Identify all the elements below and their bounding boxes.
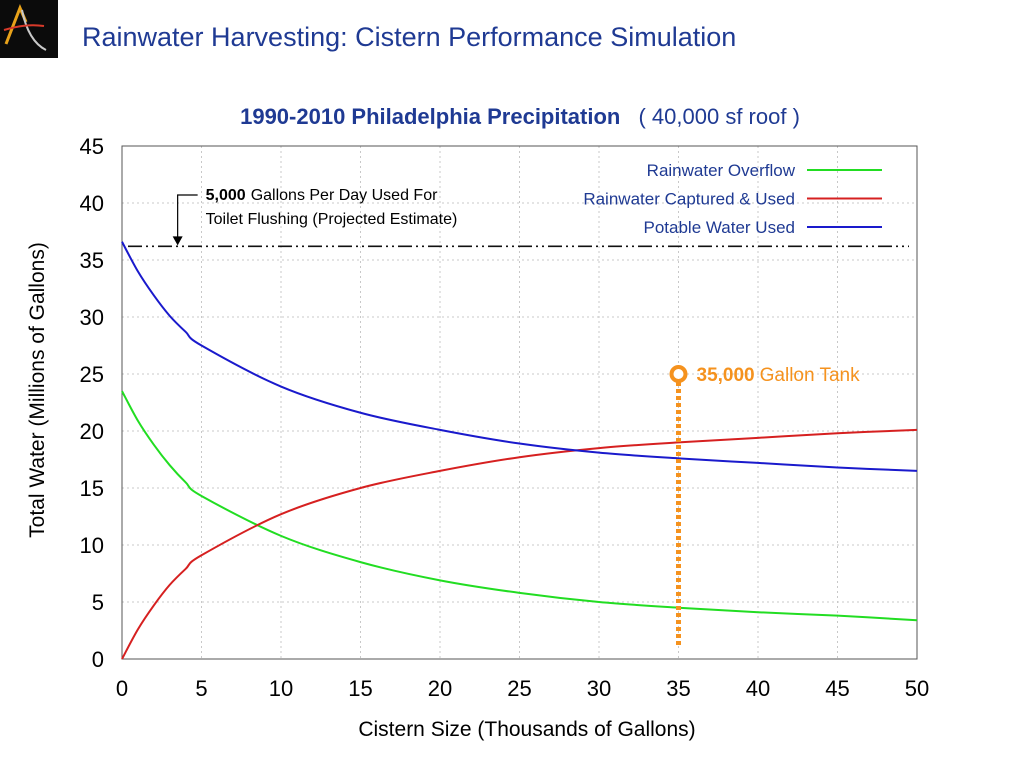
- y-tick-label: 15: [80, 476, 104, 501]
- x-tick-label: 45: [825, 676, 849, 701]
- x-tick-label: 50: [905, 676, 929, 701]
- x-tick-label: 15: [348, 676, 372, 701]
- reference-line-group: 5,000 Gallons Per Day Used For Toilet Flus…: [128, 187, 909, 248]
- tank-marker-circle: [669, 365, 688, 383]
- x-tick-label: 0: [116, 676, 128, 701]
- usage-annotation-line2: Toilet Flushing (Projected Estimate): [206, 211, 458, 228]
- y-tick-label: 35: [80, 248, 104, 273]
- series-line-potable: [121, 241, 918, 472]
- y-tick-label: 20: [80, 419, 104, 444]
- y-tick-label: 30: [80, 305, 104, 330]
- tank-marker-bold: 35,000: [697, 365, 755, 386]
- chart-title: 1990-2010 Philadelphia Precipitation ( 4…: [240, 104, 800, 129]
- y-tick-label: 45: [80, 134, 104, 159]
- x-tick-label: 20: [428, 676, 452, 701]
- x-axis-label: Cistern Size (Thousands of Gallons): [358, 718, 695, 741]
- chart-title-rest: ( 40,000 sf roof ): [638, 104, 799, 129]
- tick-labels: 0 5 10 15 20 25 30 35 40 45 50 0 5 10 15 20 25 30 35 40 45: [80, 134, 930, 701]
- logo-stroke-grey: [21, 9, 47, 51]
- y-tick-label: 5: [92, 590, 104, 615]
- grid: [121, 145, 918, 660]
- annotation-arrow-line: [177, 194, 198, 245]
- chart-title-bold: 1990-2010 Philadelphia Precipitation: [240, 104, 620, 129]
- x-tick-label: 30: [587, 676, 611, 701]
- y-tick-label: 25: [80, 362, 104, 387]
- tank-marker-text: Gallon Tank: [760, 365, 860, 386]
- usage-annotation-text1: Gallons Per Day Used For: [251, 187, 438, 204]
- legend-label-potable: Potable Water Used: [644, 218, 796, 237]
- slide-title: Rainwater Harvesting: Cistern Performanc…: [82, 22, 737, 52]
- x-tick-label: 10: [269, 676, 293, 701]
- logo-stroke-red: [3, 24, 45, 31]
- y-axis-label: Total Water (Millions of Gallons): [26, 242, 49, 538]
- x-tick-label: 40: [746, 676, 770, 701]
- series-line-overflow: [121, 390, 918, 622]
- y-tick-label: 40: [80, 191, 104, 216]
- x-tick-label: 5: [195, 676, 207, 701]
- tank-marker-label: 35,000 Gallon Tank: [697, 365, 861, 386]
- series-line-captured: [121, 428, 918, 660]
- logo-graphic: [3, 4, 47, 51]
- usage-annotation-line1: 5,000 Gallons Per Day Used For: [206, 187, 438, 204]
- logo: [0, 0, 58, 58]
- legend: Rainwater Overflow Rainwater Captured & U…: [583, 161, 882, 237]
- series-lines: [121, 241, 918, 660]
- annotation-arrowhead: [172, 236, 183, 246]
- x-tick-label: 35: [666, 676, 690, 701]
- tank-marker-group: 35,000 Gallon Tank: [669, 365, 861, 647]
- y-tick-label: 0: [92, 647, 104, 672]
- legend-label-captured: Rainwater Captured & Used: [583, 190, 795, 209]
- legend-label-overflow: Rainwater Overflow: [647, 161, 796, 180]
- x-tick-label: 25: [507, 676, 531, 701]
- usage-annotation-bold: 5,000: [206, 187, 246, 204]
- plot-frame: [121, 145, 918, 660]
- y-tick-label: 10: [80, 533, 104, 558]
